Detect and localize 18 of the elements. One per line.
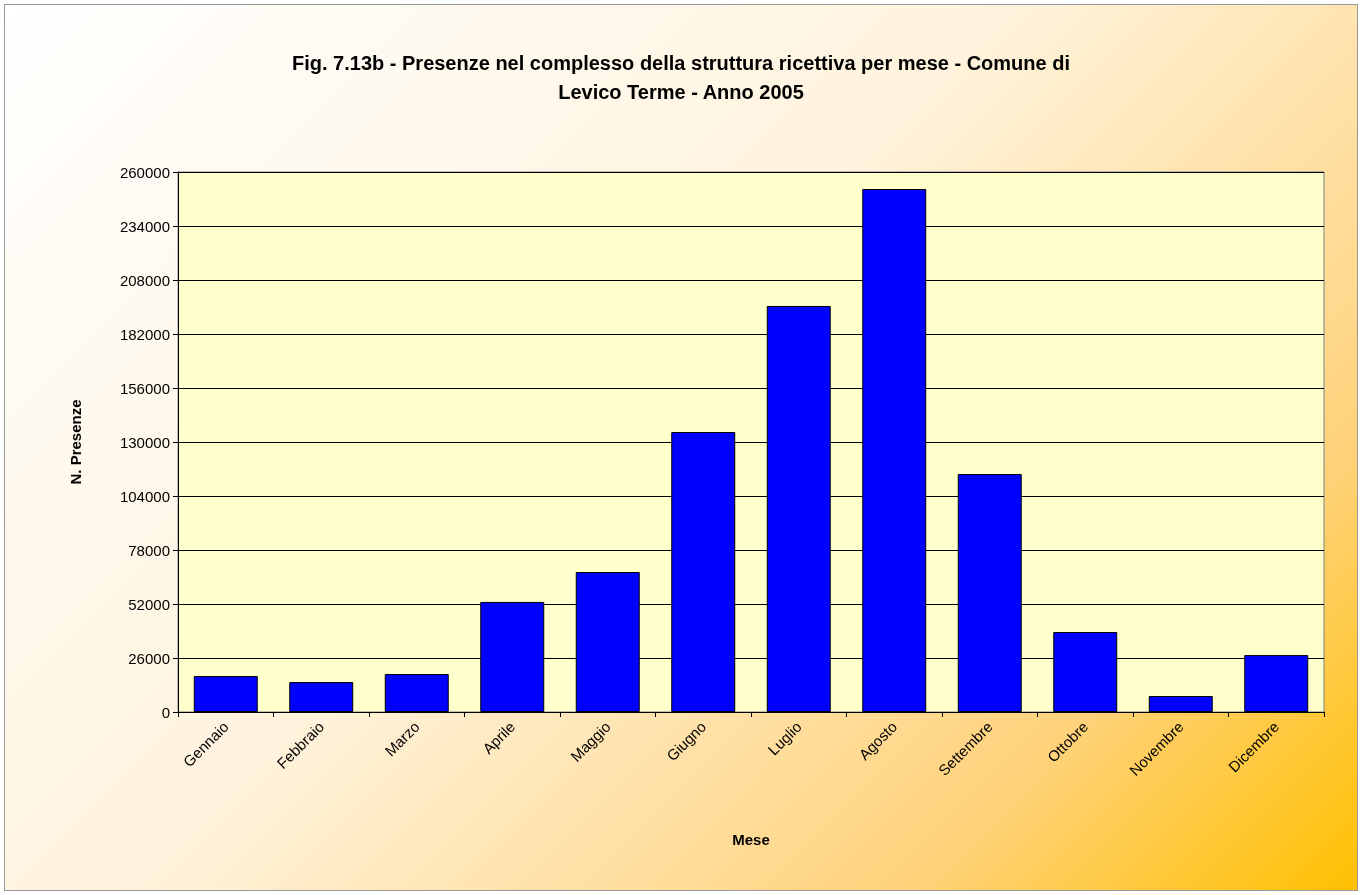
y-tick-label: 130000 <box>119 433 170 451</box>
bar <box>289 682 354 712</box>
y-tick-label: 208000 <box>119 271 170 289</box>
y-tick-label: 52000 <box>128 595 170 613</box>
x-axis-title: Mese <box>732 831 770 848</box>
y-tick-label: 26000 <box>128 649 170 667</box>
y-tick-label: 182000 <box>119 325 170 343</box>
bar <box>193 676 258 712</box>
chart-title: Fig. 7.13b - Presenze nel complesso della struttura ricettiva per mese - Comune di Levico Terme - Anno 2005 <box>291 51 1071 103</box>
y-tick-label: 0 <box>161 703 170 721</box>
bar <box>1148 696 1213 712</box>
y-axis-title: N. Presenze <box>67 399 84 485</box>
y-tick-label: 78000 <box>128 541 170 559</box>
y-tick-label: 234000 <box>119 217 170 235</box>
y-tick-label: 104000 <box>119 487 170 505</box>
bar <box>384 673 449 712</box>
y-tick-label: 156000 <box>119 379 170 397</box>
y-tick-label: 260000 <box>119 163 170 181</box>
